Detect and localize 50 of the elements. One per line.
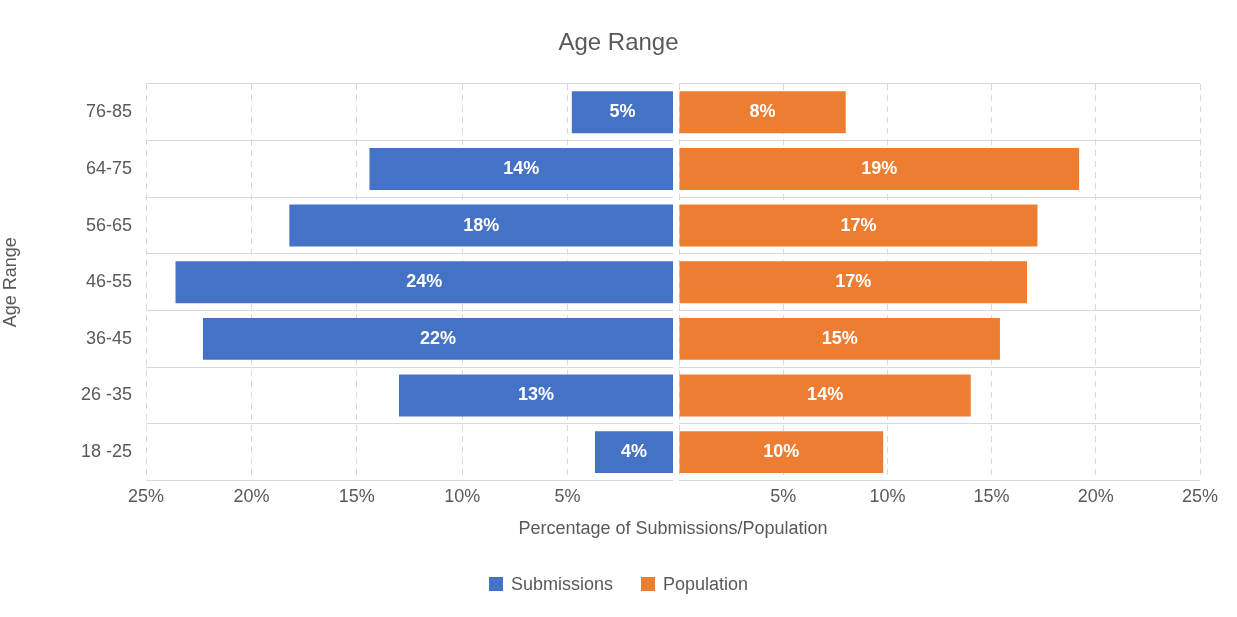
legend-label: Submissions (510, 574, 613, 594)
data-label: 14% (807, 384, 844, 405)
x-tick-label: 5% (770, 486, 797, 507)
data-label: 8% (749, 101, 776, 122)
data-label: 17% (835, 271, 872, 292)
data-label: 24% (406, 271, 443, 292)
bar (679, 91, 846, 134)
bar (202, 317, 673, 360)
bar (289, 204, 673, 247)
y-tick-label: 26 -35 (80, 384, 132, 405)
bar (679, 374, 971, 417)
bar (679, 204, 1038, 247)
data-label: 4% (620, 441, 648, 462)
x-tick-label: 15% (973, 486, 1010, 507)
bar (595, 431, 673, 474)
data-label: 17% (840, 214, 877, 235)
bar (398, 374, 673, 417)
y-axis-title: Age Range (0, 237, 20, 328)
x-tick-label: 15% (338, 486, 375, 507)
legend-label: Population (662, 574, 749, 594)
bar (679, 431, 884, 474)
data-label: 18% (463, 214, 500, 235)
data-label: 22% (419, 327, 456, 348)
data-label: 19% (861, 157, 898, 178)
y-tick-label: 56-65 (85, 214, 132, 235)
chart-title: Age Range (557, 28, 680, 56)
data-label: 13% (517, 384, 554, 405)
x-tick-label: 10% (869, 486, 906, 507)
bar (679, 317, 1000, 360)
bar (571, 91, 673, 134)
data-label: 5% (609, 101, 636, 122)
bar (679, 147, 1080, 190)
y-tick-label: 64-75 (85, 157, 132, 178)
data-label: 15% (821, 327, 858, 348)
y-tick-label: 46-55 (85, 271, 132, 292)
x-tick-label: 25% (1181, 486, 1219, 507)
x-tick-label: 5% (554, 486, 581, 507)
x-axis-title: Percentage of Submissions/Population (517, 518, 829, 539)
bar (679, 261, 1028, 304)
y-tick-label: 76-85 (85, 101, 132, 122)
data-label: 14% (503, 157, 540, 178)
x-tick-label: 25% (127, 486, 165, 507)
x-tick-label: 20% (233, 486, 270, 507)
y-tick-label: 18 -25 (80, 441, 132, 462)
data-label: 10% (763, 441, 800, 462)
bar (175, 261, 673, 304)
x-tick-label: 20% (1077, 486, 1114, 507)
bar (369, 147, 673, 190)
x-tick-label: 10% (444, 486, 481, 507)
y-tick-label: 36-45 (85, 327, 132, 348)
